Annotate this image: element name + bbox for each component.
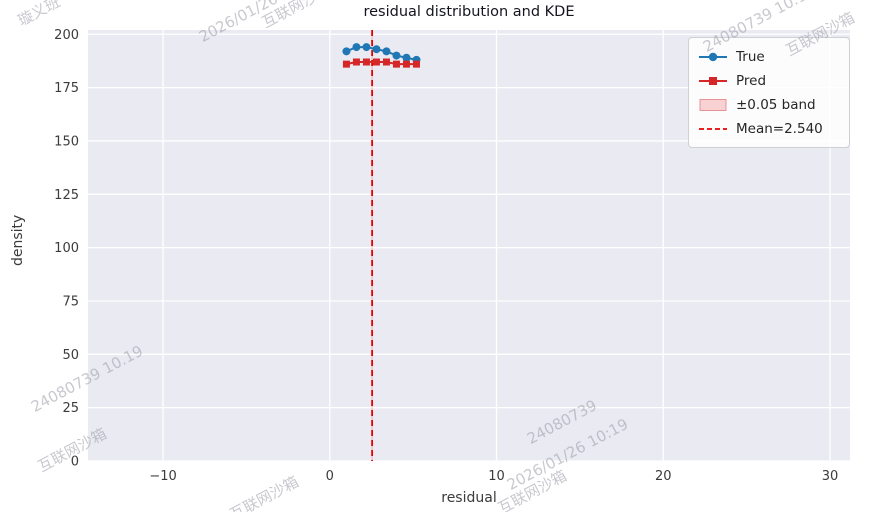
marker-square <box>412 60 420 68</box>
y-tick-label: 125 <box>54 188 79 203</box>
legend-label-true: True <box>736 49 765 65</box>
marker-circle <box>362 43 371 52</box>
legend-item-mean: Mean=2.540 <box>698 117 839 141</box>
line-square-icon <box>699 77 727 85</box>
marker-square <box>402 60 410 68</box>
y-tick-label: 100 <box>54 241 79 256</box>
marker-square <box>342 60 350 68</box>
legend-item-pred: Pred <box>698 69 839 93</box>
marker-circle <box>382 47 391 56</box>
x-tick-label: 20 <box>655 469 672 484</box>
x-axis-label: residual <box>441 490 497 506</box>
legend: True Pred ±0.05 band Mean=2.540 <box>688 37 850 148</box>
x-tick-label: 0 <box>326 469 334 484</box>
marker-square <box>352 58 360 66</box>
marker-circle <box>352 43 361 52</box>
marker-square <box>382 58 390 66</box>
marker-circle <box>392 51 401 60</box>
marker-square <box>372 58 380 66</box>
line-circle-icon <box>699 52 727 62</box>
x-tick-label: 30 <box>822 469 839 484</box>
marker-circle <box>402 53 411 62</box>
band-patch-icon <box>699 99 727 111</box>
marker-square <box>392 60 400 68</box>
y-tick-label: 150 <box>54 134 79 149</box>
legend-label-band: ±0.05 band <box>736 97 816 113</box>
legend-item-band: ±0.05 band <box>698 93 839 117</box>
y-tick-label: 0 <box>71 455 79 470</box>
dashed-line-icon <box>699 128 727 130</box>
marker-square <box>362 58 370 66</box>
legend-label-mean: Mean=2.540 <box>736 121 823 137</box>
x-tick-label: −10 <box>149 469 176 484</box>
marker-circle <box>372 45 381 54</box>
y-tick-label: 175 <box>54 81 79 96</box>
y-axis-label: density <box>10 214 26 266</box>
y-tick-label: 50 <box>62 348 79 363</box>
y-tick-label: 25 <box>62 401 79 416</box>
y-tick-label: 200 <box>54 28 79 43</box>
chart-title: residual distribution and KDE <box>363 4 575 20</box>
y-tick-label: 75 <box>62 294 79 309</box>
legend-label-pred: Pred <box>736 73 767 89</box>
legend-item-true: True <box>698 45 839 69</box>
x-tick-label: 10 <box>488 469 505 484</box>
marker-circle <box>342 47 351 56</box>
